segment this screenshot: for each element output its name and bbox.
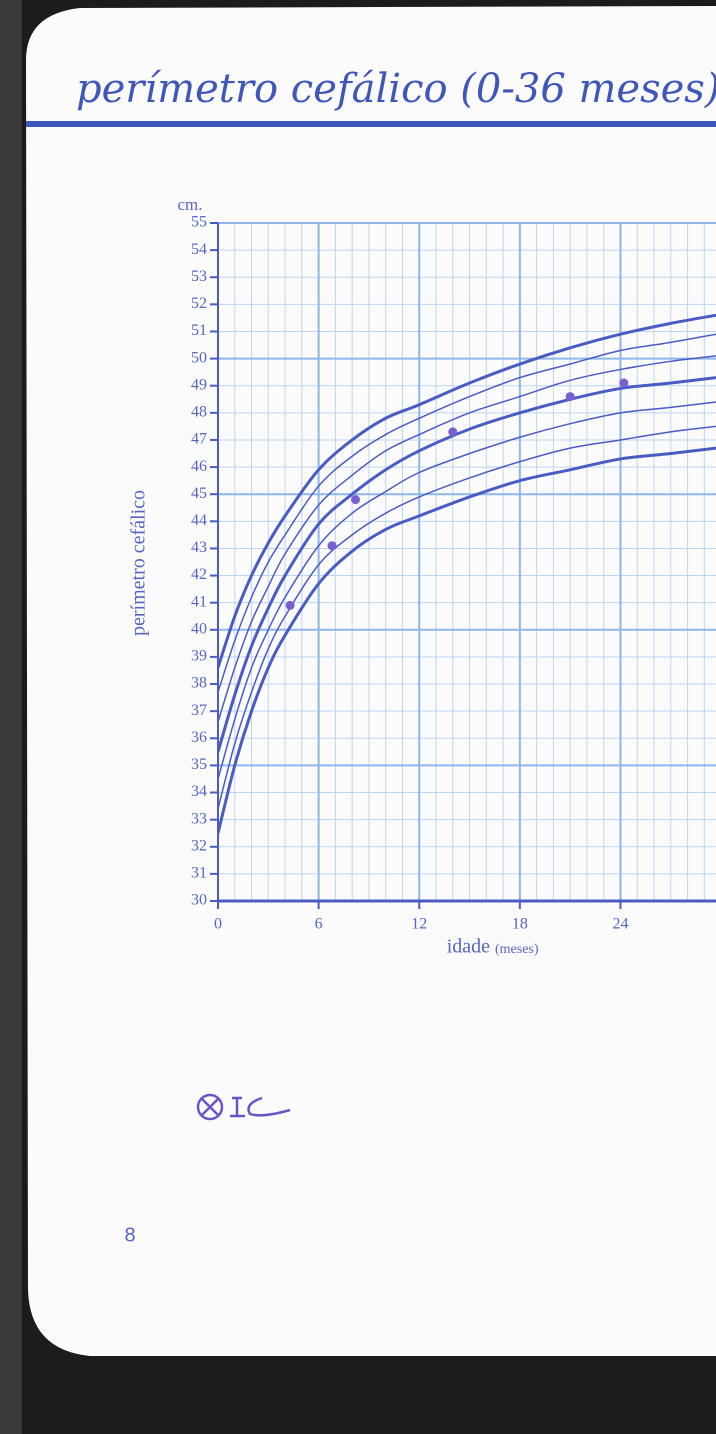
handwritten-note bbox=[196, 1093, 291, 1121]
page-sheet bbox=[26, 6, 716, 1356]
percentile-curve bbox=[218, 401, 716, 780]
x-tick-label: 6 bbox=[315, 916, 323, 933]
x-tick-label: 0 bbox=[214, 916, 222, 933]
y-tick-label: 42 bbox=[191, 566, 207, 583]
percentile-curve bbox=[218, 425, 716, 809]
x-tick-label: 12 bbox=[411, 916, 427, 933]
y-tick-label: 48 bbox=[191, 404, 207, 421]
y-tick-label: 35 bbox=[191, 756, 207, 773]
y-tick-label: 32 bbox=[191, 837, 207, 854]
y-tick-label: 52 bbox=[191, 295, 207, 312]
y-tick-label: 39 bbox=[191, 648, 207, 665]
y-tick-label: 34 bbox=[191, 783, 207, 800]
y-tick-label: 45 bbox=[191, 485, 207, 502]
x-tick-label: 24 bbox=[612, 916, 628, 933]
y-tick-label: 44 bbox=[191, 512, 207, 529]
y-tick-label: 53 bbox=[191, 268, 207, 285]
title-rule bbox=[26, 121, 716, 127]
measurement-point bbox=[619, 378, 629, 388]
y-tick-label: 36 bbox=[191, 729, 207, 746]
y-tick-label: 49 bbox=[191, 376, 207, 393]
chart-title: perímetro cefálico (0-36 meses) bbox=[76, 66, 716, 112]
y-tick-label: 47 bbox=[191, 431, 207, 448]
y-tick-label: 30 bbox=[191, 892, 207, 909]
plot-area bbox=[218, 313, 716, 834]
percentile-curve bbox=[218, 313, 716, 669]
percentile-curve bbox=[218, 333, 716, 693]
y-tick-label: 54 bbox=[191, 241, 207, 258]
y-tick-label: 31 bbox=[191, 865, 207, 882]
percentile-curve bbox=[218, 376, 716, 753]
y-axis-label: perímetro cefálico bbox=[128, 490, 150, 636]
y-tick-label: 37 bbox=[191, 702, 207, 719]
y-tick-label: 33 bbox=[191, 810, 207, 827]
x-unit: (meses) bbox=[495, 942, 539, 957]
y-tick-label: 43 bbox=[191, 539, 207, 556]
y-tick-label: 40 bbox=[191, 620, 207, 637]
y-tick-label: 50 bbox=[191, 349, 207, 366]
y-tick-label: 41 bbox=[191, 593, 207, 610]
measurement-point bbox=[351, 495, 361, 505]
binding-edge bbox=[0, 0, 22, 1434]
y-tick-label: 38 bbox=[191, 675, 207, 692]
percentile-curve bbox=[218, 355, 716, 723]
x-axis-label: idade bbox=[447, 936, 490, 958]
y-tick-label: 51 bbox=[191, 322, 207, 339]
percentile-curve bbox=[218, 446, 716, 834]
y-unit: cm. bbox=[177, 195, 202, 214]
y-tick-label: 55 bbox=[191, 214, 207, 231]
measurement-point bbox=[565, 392, 575, 402]
measurement-point bbox=[448, 427, 458, 437]
measurement-point bbox=[327, 541, 337, 551]
page-number: 8 bbox=[124, 1224, 135, 1246]
x-tick-label: 18 bbox=[512, 916, 528, 933]
y-tick-label: 46 bbox=[191, 458, 207, 475]
measurement-point bbox=[285, 600, 295, 610]
